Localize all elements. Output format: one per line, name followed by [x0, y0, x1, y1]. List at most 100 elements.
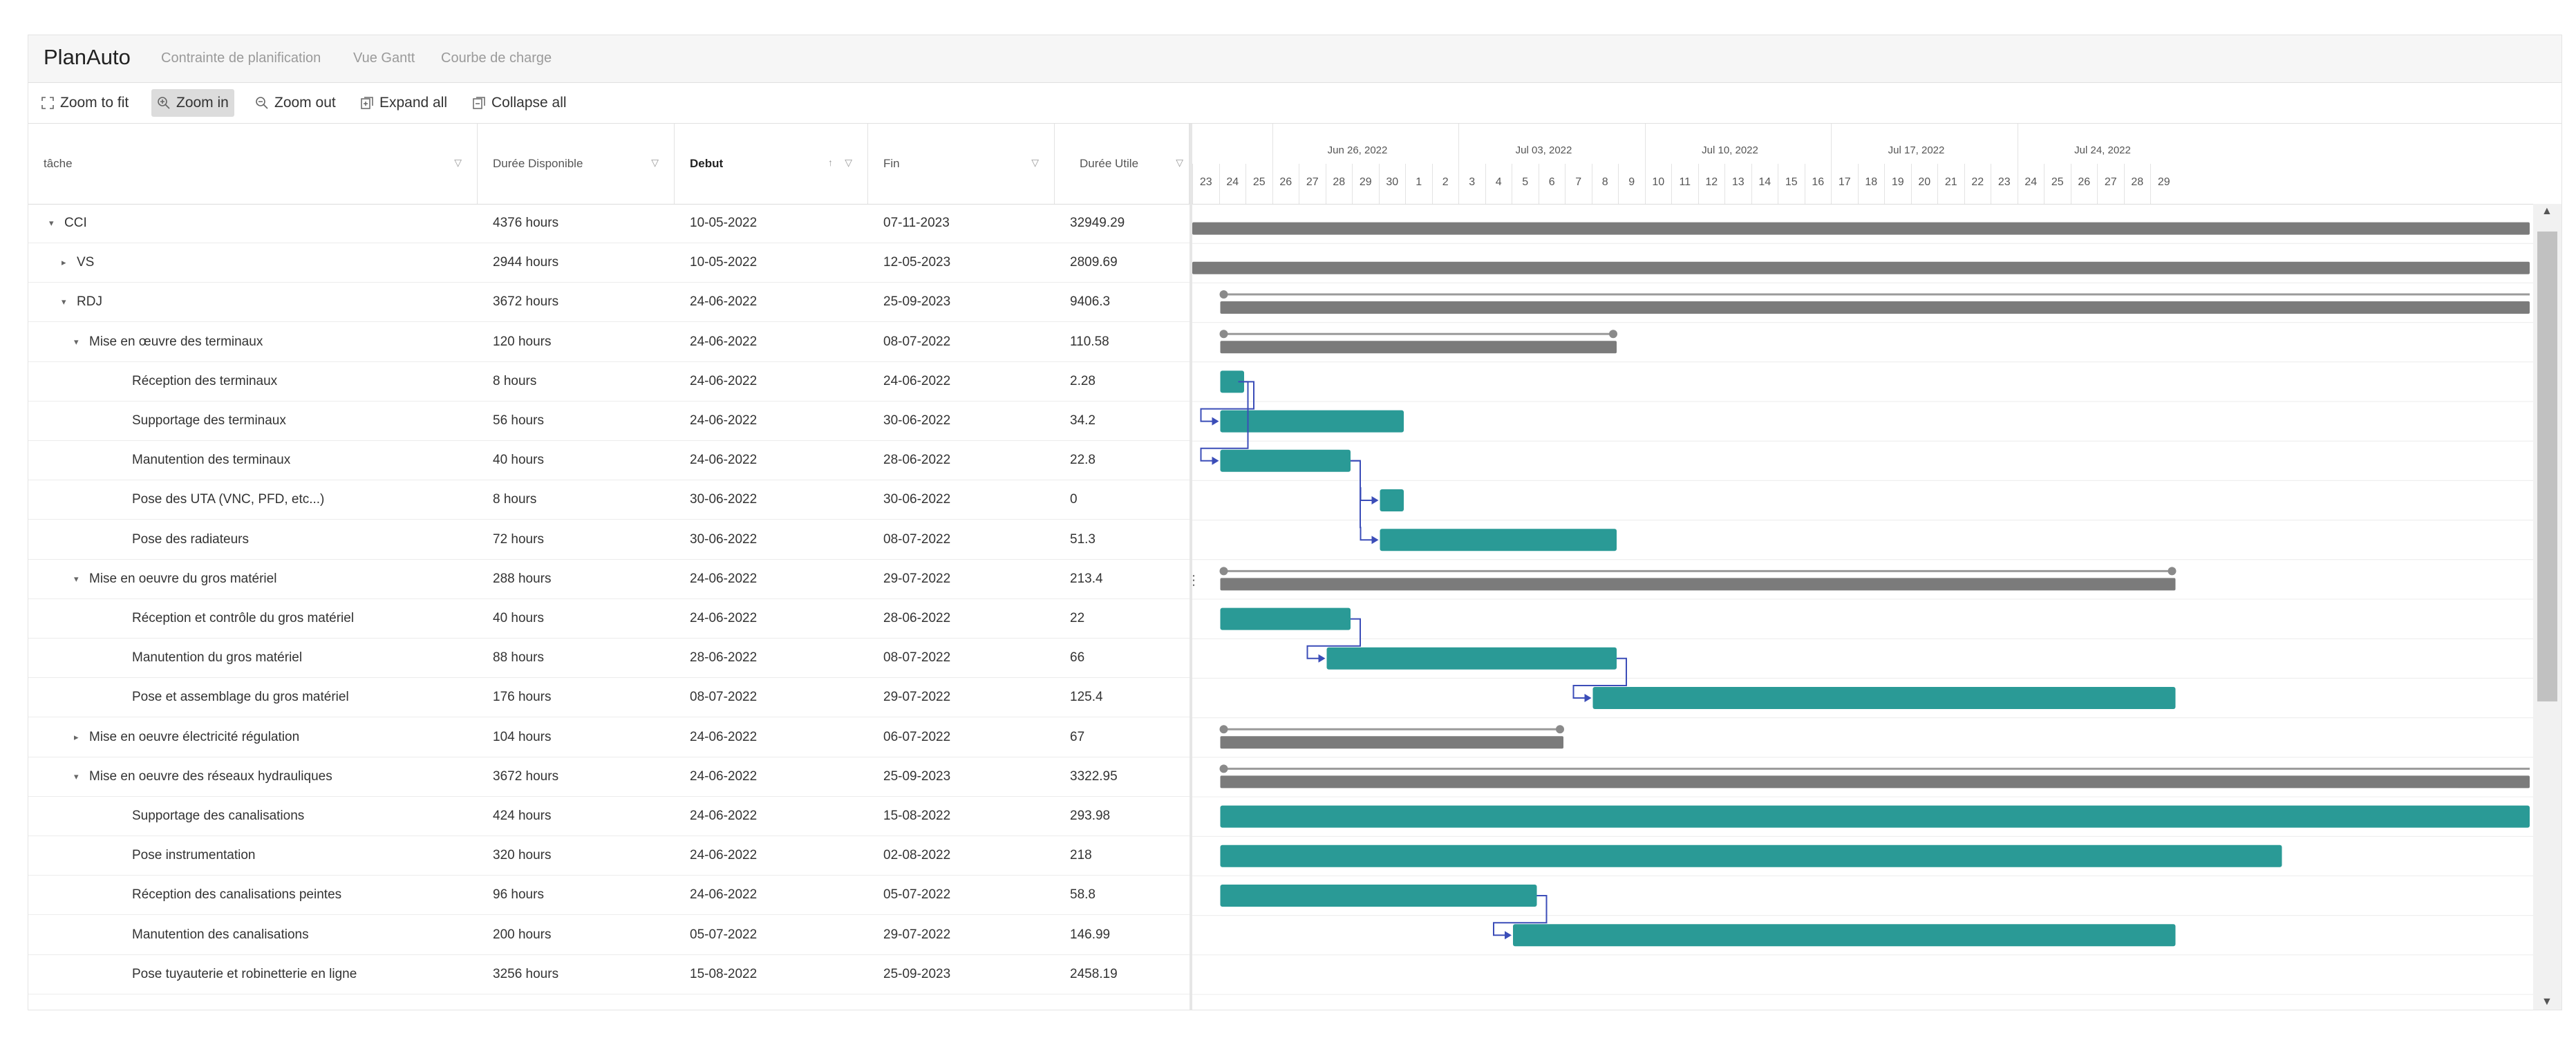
table-row[interactable]: ▾ CCI 4376 hours 10-05-2022 07-11-2023 32949.… — [28, 204, 1190, 243]
expand-row-icon[interactable]: ▸ — [62, 257, 66, 268]
toolbar: Zoom to fit Zoom in Zoom out Expand all … — [28, 83, 2561, 124]
zoom-in-button[interactable]: Zoom in — [151, 89, 234, 117]
task-bar[interactable] — [1220, 410, 1404, 433]
col-header-debut[interactable]: Debut ↑ ▽ — [675, 124, 868, 204]
task-bar[interactable] — [1220, 885, 1537, 907]
splitter-grip-icon[interactable]: ⋮ — [1187, 573, 1201, 588]
summary-end-handle[interactable] — [2168, 567, 2177, 576]
summary-bar[interactable] — [1220, 301, 2530, 314]
table-row[interactable]: ▾ RDJ 3672 hours 24-06-2022 25-09-2023 9406.3 — [28, 283, 1190, 323]
nav-contrainte[interactable]: Contrainte de planification — [161, 50, 321, 66]
dependency-link[interactable] — [1493, 895, 1548, 936]
collapse-row-icon[interactable]: ▾ — [74, 336, 79, 347]
summary-bar[interactable] — [1220, 578, 2176, 591]
collapse-row-icon[interactable]: ▾ — [49, 218, 54, 228]
dependency-arrowhead[interactable] — [1318, 654, 1326, 663]
summary-bar[interactable] — [1192, 222, 2530, 235]
summary-end-handle[interactable] — [1556, 725, 1564, 734]
table-row[interactable]: Supportage des terminaux 56 hours 24-06-20… — [28, 402, 1190, 441]
vertical-scrollbar[interactable]: ▲ ▼ — [2533, 204, 2561, 1010]
table-row[interactable]: Réception des terminaux 8 hours 24-06-2022… — [28, 362, 1190, 402]
dependency-link[interactable] — [1306, 618, 1361, 659]
zoom-out-button[interactable]: Zoom out — [250, 89, 341, 117]
summary-bar[interactable] — [1220, 775, 2530, 789]
dependency-link[interactable] — [1572, 657, 1627, 699]
col-header-fin[interactable]: Fin ▽ — [868, 124, 1055, 204]
task-bar[interactable] — [1220, 844, 2282, 867]
summary-end-handle[interactable] — [1609, 330, 1617, 339]
table-row[interactable]: Réception des canalisations peintes 96 ho… — [28, 876, 1190, 916]
table-row[interactable]: Réception et contrôle du gros matériel 40… — [28, 599, 1190, 639]
dependency-arrowhead[interactable] — [1212, 456, 1219, 465]
collapse-row-icon[interactable]: ▾ — [74, 771, 79, 782]
expand-all-button[interactable]: Expand all — [355, 89, 453, 117]
summary-start-handle[interactable] — [1219, 764, 1228, 773]
splitter[interactable] — [1190, 124, 1192, 1010]
task-bar[interactable] — [1220, 607, 1351, 630]
duree-dispo-cell: 8 hours — [493, 492, 537, 507]
col-header-duree-utile[interactable]: Durée Utile ▽ — [1055, 124, 1190, 204]
summary-start-handle[interactable] — [1219, 290, 1228, 299]
scroll-up-icon[interactable]: ▲ — [2541, 205, 2553, 217]
task-bar[interactable] — [1220, 449, 1351, 472]
task-bar[interactable] — [1380, 489, 1404, 511]
table-row[interactable]: Pose instrumentation 320 hours 24-06-2022 0… — [28, 836, 1190, 876]
nav-courbe-charge[interactable]: Courbe de charge — [441, 50, 552, 66]
table-row[interactable]: Pose et assemblage du gros matériel 176 h… — [28, 678, 1190, 718]
table-row[interactable]: ▾ Mise en oeuvre des réseaux hydrauliques… — [28, 757, 1190, 797]
filter-icon[interactable]: ▽ — [845, 157, 852, 168]
summary-bar[interactable] — [1220, 341, 1617, 354]
dependency-link[interactable] — [1351, 460, 1378, 541]
table-row[interactable]: ▾ Mise en oeuvre du gros matériel 288 hour… — [28, 560, 1190, 599]
table-row[interactable]: Manutention des terminaux 40 hours 24-06-2… — [28, 441, 1190, 481]
dependency-arrowhead[interactable] — [1212, 417, 1219, 426]
duree-dispo-cell: 3672 hours — [493, 768, 559, 784]
task-bar[interactable] — [1220, 805, 2530, 828]
summary-bar[interactable] — [1220, 736, 1564, 749]
col-header-duree-dispo[interactable]: Durée Disponible ▽ — [478, 124, 675, 204]
scrollbar-thumb[interactable] — [2537, 232, 2557, 701]
table-row[interactable]: ▸ Mise en oeuvre électricité régulation 10… — [28, 718, 1190, 757]
table-row[interactable]: Manutention des canalisations 200 hours 05… — [28, 916, 1190, 955]
dependency-link[interactable] — [1200, 381, 1254, 422]
scroll-down-icon[interactable]: ▼ — [2541, 996, 2553, 1008]
table-row[interactable]: ▾ Mise en œuvre des terminaux 120 hours 24-… — [28, 323, 1190, 362]
filter-icon[interactable]: ▽ — [1031, 157, 1039, 168]
task-name-cell: Mise en œuvre des terminaux — [89, 334, 263, 349]
app-brand[interactable]: PlanAuto — [44, 45, 131, 69]
task-bar[interactable] — [1380, 529, 1617, 551]
collapse-all-button[interactable]: Collapse all — [467, 89, 572, 117]
task-bar[interactable] — [1220, 370, 1245, 393]
dependency-arrowhead[interactable] — [1584, 694, 1592, 702]
table-row[interactable]: Pose tuyauterie et robinetterie en ligne… — [28, 955, 1190, 994]
day-header-cell: 24 — [2017, 164, 2044, 204]
task-bar[interactable] — [1592, 687, 2176, 709]
collapse-row-icon[interactable]: ▾ — [62, 296, 66, 308]
table-row[interactable]: Manutention du gros matériel 88 hours 28-0… — [28, 639, 1190, 679]
nav-vue-gantt[interactable]: Vue Gantt — [353, 50, 415, 66]
dependency-arrowhead[interactable] — [1371, 536, 1379, 545]
filter-icon[interactable]: ▽ — [651, 157, 659, 168]
filter-icon[interactable]: ▽ — [454, 157, 462, 168]
zoom-to-fit-button[interactable]: Zoom to fit — [35, 89, 134, 117]
table-row[interactable]: Supportage des canalisations 424 hours 24-… — [28, 797, 1190, 836]
table-row[interactable]: Pose des radiateurs 72 hours 30-06-2022 08-… — [28, 520, 1190, 560]
summary-start-handle[interactable] — [1219, 330, 1228, 339]
table-row[interactable]: Pose des UTA (VNC, PFD, etc...) 8 hours 30… — [28, 480, 1190, 520]
table-row[interactable]: ▸ VS 2944 hours 10-05-2022 12-05-2023 2809.69 — [28, 243, 1190, 283]
task-bar[interactable] — [1326, 647, 1617, 670]
summary-bar[interactable] — [1192, 261, 2530, 274]
col-header-tache[interactable]: tâche ▽ — [28, 124, 478, 204]
task-bar[interactable] — [1513, 924, 2176, 947]
expand-row-icon[interactable]: ▸ — [74, 731, 79, 742]
zoom-to-fit-label: Zoom to fit — [60, 95, 129, 111]
filter-icon[interactable]: ▽ — [1176, 157, 1183, 168]
collapse-row-icon[interactable]: ▾ — [74, 573, 79, 584]
fin-cell: 07-11-2023 — [883, 216, 950, 230]
dependency-arrowhead[interactable] — [1505, 931, 1512, 940]
summary-start-handle[interactable] — [1219, 725, 1228, 734]
sort-asc-icon[interactable]: ↑ — [828, 157, 833, 168]
dependency-arrowhead[interactable] — [1371, 496, 1379, 504]
dependency-link[interactable] — [1200, 381, 1249, 462]
summary-start-handle[interactable] — [1219, 567, 1228, 576]
